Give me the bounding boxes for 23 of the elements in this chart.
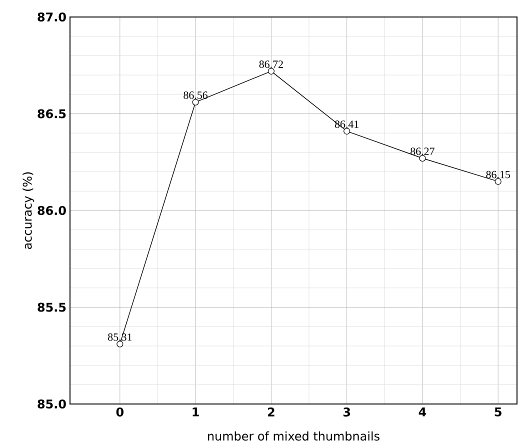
y-axis-title: accuracy (%) <box>22 172 34 249</box>
point <box>268 68 274 74</box>
y-tick-label: 85.0 <box>38 399 66 409</box>
point <box>419 154 426 162</box>
y-tick-label: 85.5 <box>38 302 66 312</box>
data-label: 86.72 <box>259 60 283 68</box>
point <box>344 128 350 134</box>
data-label: 86.56 <box>184 92 208 99</box>
x-tick-label: 4 <box>418 408 426 416</box>
point <box>116 340 124 348</box>
data-label: 86.27 <box>410 148 434 156</box>
y-tick-label: 86.5 <box>38 109 66 118</box>
data-label: 86.15 <box>486 170 510 178</box>
point <box>192 98 199 106</box>
x-tick-label: 0 <box>116 408 124 417</box>
y-tick-label: 86.0 <box>38 206 66 216</box>
y-tick-label: 87.0 <box>38 12 66 22</box>
x-tick-label: 5 <box>494 408 502 416</box>
x-axis-title: number of mixed thumbnails <box>208 431 380 441</box>
x-tick-label: 1 <box>192 408 199 416</box>
x-tick-label: 3 <box>343 408 350 417</box>
x-tick-label: 2 <box>268 408 274 416</box>
point <box>494 178 502 185</box>
